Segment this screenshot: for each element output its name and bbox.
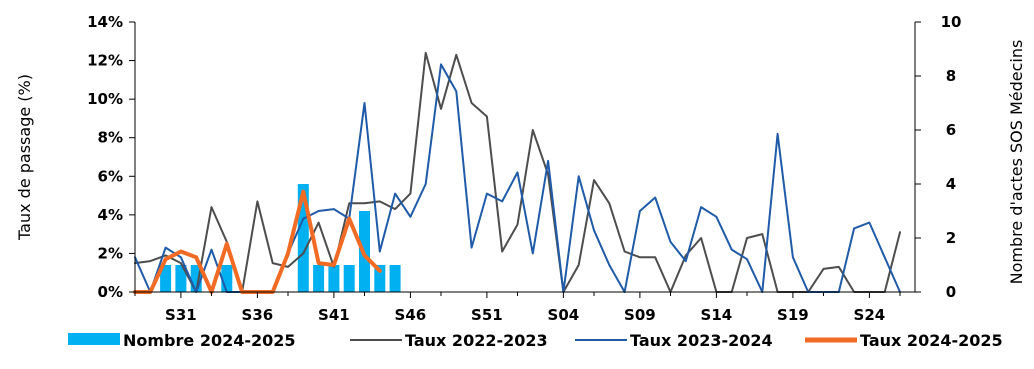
y-right-tick-label: 2 [946, 229, 956, 247]
y-right-tick-label: 6 [946, 121, 956, 139]
x-tick-label: S24 [854, 306, 886, 324]
bar-nombre-2024-2025 [160, 265, 172, 292]
bar-nombre-2024-2025 [190, 265, 202, 292]
y-left-tick-label: 2% [98, 244, 123, 262]
y-left-tick-label: 10% [87, 90, 123, 108]
legend: Nombre 2024-2025 Taux 2022-2023 Taux 2023-… [68, 331, 1003, 350]
x-tick-label: S51 [471, 306, 503, 324]
x-tick-label: S41 [318, 306, 350, 324]
legend-label: Taux 2023-2024 [630, 331, 773, 350]
y-right-tick-label: 10 [941, 13, 962, 31]
y-right-tick-label: 8 [946, 67, 956, 85]
bar-nombre-2024-2025 [175, 265, 187, 292]
y-left-tick-label: 8% [98, 129, 123, 147]
x-tick-label: S04 [548, 306, 580, 324]
y-left-tick-label: 12% [87, 52, 123, 70]
x-tick-label: S36 [242, 306, 274, 324]
bar-nombre-2024-2025 [389, 265, 401, 292]
bar-nombre-2024-2025 [328, 265, 340, 292]
axes-layer: 0% 2% 4% 6% 8% 10% 12% 14% 0 2 4 6 8 10 S31 S36 S41 S46 S5… [87, 13, 961, 324]
y-left-tick-label: 6% [98, 167, 123, 185]
x-tick-label: S14 [701, 306, 733, 324]
legend-label: Taux 2024-2025 [860, 331, 1003, 350]
x-tick-label: S19 [777, 306, 809, 324]
y-axis-left-label: Taux de passage (%) [15, 74, 34, 241]
lines-layer [133, 51, 901, 294]
legend-swatch-bar [68, 333, 120, 345]
y-left-tick-label: 14% [87, 13, 123, 31]
y-left-tick-label: 0% [98, 283, 123, 301]
bar-nombre-2024-2025 [343, 265, 355, 292]
bar-nombre-2024-2025 [313, 265, 325, 292]
legend-label: Nombre 2024-2025 [123, 331, 296, 350]
x-tick-label: S09 [624, 306, 656, 324]
x-tick-label: S31 [165, 306, 197, 324]
bar-nombre-2024-2025 [297, 184, 309, 292]
bar-nombre-2024-2025 [221, 265, 233, 292]
series-line-taux-2022-2023 [134, 51, 901, 293]
legend-label: Taux 2022-2023 [405, 331, 548, 350]
series-line-taux-2023-2024 [134, 63, 901, 293]
y-left-tick-label: 4% [98, 206, 123, 224]
x-tick-label: S46 [395, 306, 427, 324]
y-axis-right-label: Nombre d'actes SOS Médecins [1007, 40, 1026, 285]
bar-nombre-2024-2025 [374, 265, 386, 292]
y-right-tick-label: 0 [946, 283, 956, 301]
y-right-tick-label: 4 [946, 175, 956, 193]
